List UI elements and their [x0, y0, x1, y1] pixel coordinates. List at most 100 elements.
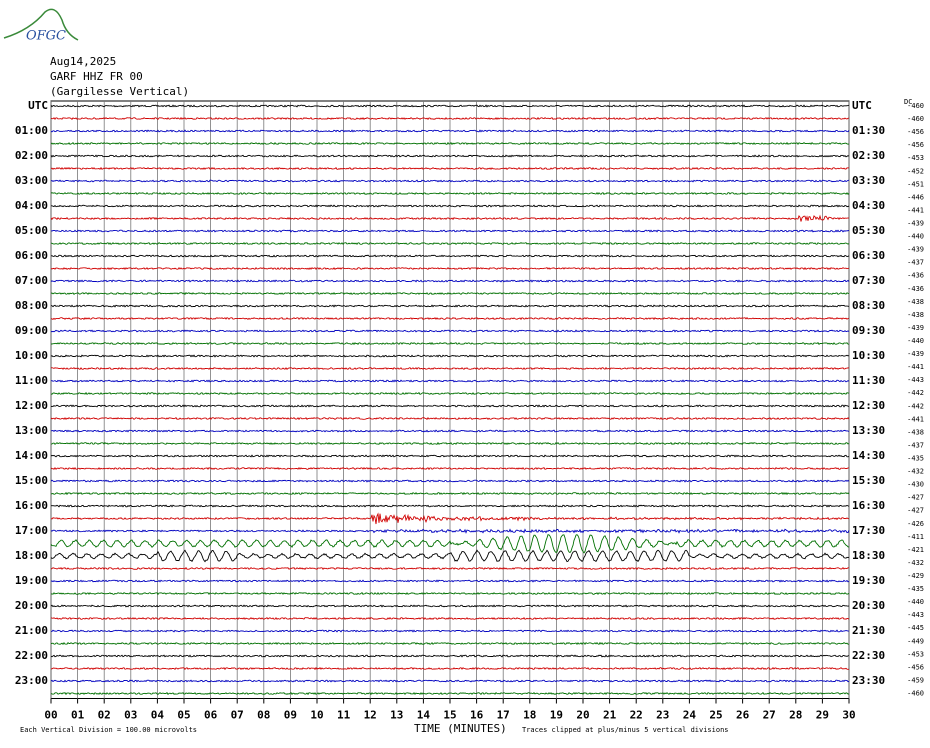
right-label: 03:30: [852, 174, 885, 187]
trace: [51, 341, 850, 346]
right-label: 13:30: [852, 424, 885, 437]
x-tick-label: 11: [337, 709, 351, 722]
dc-value: -453: [907, 154, 924, 162]
left-label: 14:00: [15, 449, 48, 462]
dc-value: -449: [907, 637, 924, 645]
left-label: 04:00: [15, 199, 48, 212]
trace: [50, 466, 849, 471]
trace: [50, 512, 850, 525]
x-tick-label: 22: [630, 709, 643, 722]
x-tick-label: 12: [364, 709, 377, 722]
x-tick-label: 27: [763, 709, 776, 722]
dc-value: -459: [907, 676, 924, 684]
x-tick-label: 25: [709, 709, 722, 722]
trace: [50, 692, 849, 696]
left-label: 11:00: [15, 374, 48, 387]
trace: [50, 479, 850, 483]
left-label: 05:00: [15, 224, 48, 237]
left-label: 13:00: [15, 424, 48, 437]
right-label: 05:30: [852, 224, 885, 237]
dc-value: -435: [907, 455, 924, 463]
dc-value: -440: [907, 233, 924, 241]
station: GARF HHZ FR 00: [50, 70, 143, 83]
x-tick-label: 21: [603, 709, 617, 722]
trace: [50, 504, 850, 508]
right-label: UTC: [852, 99, 872, 112]
trace: [50, 279, 850, 283]
trace: [50, 579, 850, 583]
trace: [50, 549, 850, 563]
clip-note: Traces clipped at plus/minus 5 vertical …: [522, 726, 729, 734]
left-label: 21:00: [15, 624, 48, 637]
trace: [50, 329, 850, 333]
x-tick-label: 13: [390, 709, 403, 722]
trace: [50, 141, 850, 146]
x-tick-label: 19: [550, 709, 563, 722]
right-label: 23:30: [852, 674, 885, 687]
x-tick-label: 15: [443, 709, 456, 722]
dc-value: -441: [907, 415, 924, 423]
x-tick-label: 09: [284, 709, 297, 722]
left-label: 15:00: [15, 474, 48, 487]
x-tick-label: 08: [257, 709, 270, 722]
trace: [50, 391, 849, 395]
trace: [50, 129, 850, 133]
right-label: 20:30: [852, 599, 885, 612]
trace: [50, 291, 850, 296]
dc-value: -441: [907, 363, 924, 371]
trace: [50, 317, 850, 321]
x-tick-label: 07: [231, 709, 244, 722]
trace: [50, 679, 850, 683]
left-label: UTC: [28, 99, 48, 112]
dc-value: -456: [907, 128, 924, 136]
dc-value: -442: [907, 389, 924, 397]
right-label: 18:30: [852, 549, 885, 562]
trace: [51, 204, 850, 208]
dc-value: -441: [907, 206, 924, 214]
dc-value: -427: [907, 507, 924, 515]
dc-value: -411: [907, 533, 924, 541]
trace: [50, 654, 850, 658]
right-label: 21:30: [852, 624, 885, 637]
dc-value: -432: [907, 559, 924, 567]
dc-value: -438: [907, 311, 924, 319]
dc-value: -427: [907, 494, 924, 502]
x-tick-label: 06: [204, 709, 218, 722]
right-label: 08:30: [852, 299, 885, 312]
right-label: 19:30: [852, 574, 885, 587]
dc-value: -446: [907, 193, 924, 201]
dc-value: -443: [907, 611, 924, 619]
dc-value: -439: [907, 350, 924, 358]
left-label: 10:00: [15, 349, 48, 362]
dc-value: -440: [907, 598, 924, 606]
right-label: 09:30: [852, 324, 885, 337]
trace: [50, 304, 850, 308]
trace: [50, 366, 850, 371]
right-label: 17:30: [852, 524, 885, 537]
right-label: 22:30: [852, 649, 885, 662]
right-label: 02:30: [852, 149, 885, 162]
dc-value: -440: [907, 337, 924, 345]
trace: [50, 454, 850, 458]
logo: OFGC: [26, 29, 66, 44]
left-label: 07:00: [15, 274, 48, 287]
left-label: 12:00: [15, 399, 48, 412]
dc-value: -456: [907, 663, 924, 671]
dc-value: -460: [907, 102, 924, 110]
dc-value: -432: [907, 468, 924, 476]
trace: [50, 116, 850, 121]
dc-value: -456: [907, 141, 924, 149]
right-label: 16:30: [852, 499, 885, 512]
dc-value: -437: [907, 259, 924, 267]
x-tick-label: 04: [151, 709, 165, 722]
x-tick-label: 02: [98, 709, 111, 722]
trace: [50, 254, 850, 258]
right-label: 15:30: [852, 474, 885, 487]
left-label: 09:00: [15, 324, 48, 337]
logo-mark: [3, 8, 79, 41]
trace: [50, 534, 850, 554]
trace: [50, 104, 850, 108]
left-label: 08:00: [15, 299, 48, 312]
left-label: 06:00: [15, 249, 48, 262]
